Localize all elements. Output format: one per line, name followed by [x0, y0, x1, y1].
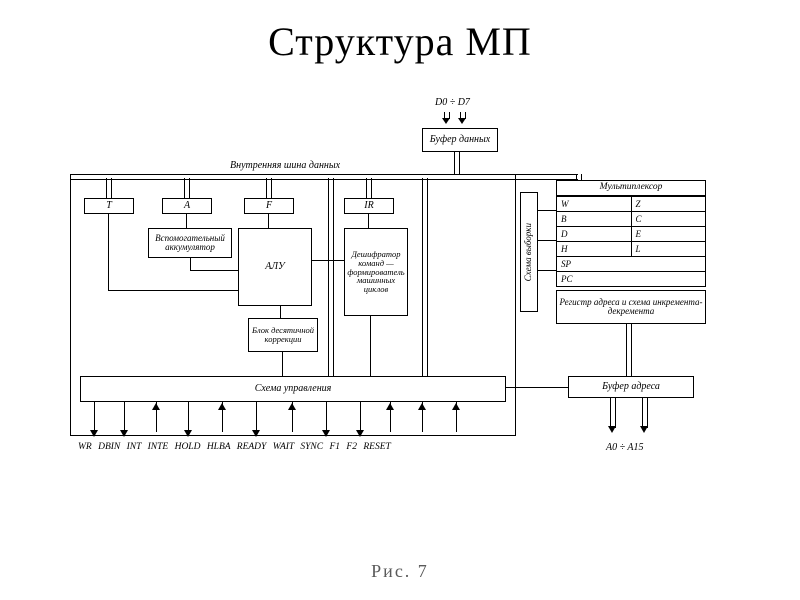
- register-cell: Z: [631, 197, 706, 211]
- sigA9: [356, 430, 364, 437]
- sigA12: [452, 403, 460, 410]
- register-row: HL: [557, 242, 705, 257]
- register-cell: D: [557, 227, 631, 241]
- A-to-aux: [186, 214, 187, 228]
- register-cell: H: [557, 242, 631, 256]
- sigA8: [322, 430, 330, 437]
- bcd-block: Блок десятичной коррекции: [248, 318, 318, 352]
- abuf-arrow-1: [608, 426, 616, 433]
- drop-T: [106, 178, 112, 198]
- sig2: [124, 402, 125, 432]
- aux-accumulator: Вспомогательный аккумулятор: [148, 228, 232, 258]
- figure-caption: Рис. 7: [0, 561, 800, 582]
- addr-buffer-block: Буфер адреса: [568, 376, 694, 398]
- F-to-ALU: [268, 214, 269, 228]
- register-row: PC: [557, 272, 705, 286]
- register-row: BC: [557, 212, 705, 227]
- addr-pins-label: A0 ÷ A15: [606, 442, 644, 453]
- drop-A: [184, 178, 190, 198]
- bcd-to-ctrl: [282, 352, 283, 376]
- bus-vert-2: [422, 178, 428, 376]
- page-title: Структура МП: [0, 0, 800, 65]
- register-row: SP: [557, 257, 705, 272]
- IR-to-dec: [368, 214, 369, 228]
- decoder-block: Дешифратор команд — формирователь машинн…: [344, 228, 408, 316]
- reg-A: A: [162, 198, 212, 214]
- addr-reg-block: Регистр адреса и схема инкремента-декрем…: [556, 290, 706, 324]
- T-to-ALU-h: [108, 290, 238, 291]
- abuf-arrow-2: [640, 426, 648, 433]
- data-arrow-2: [458, 112, 466, 124]
- data-pins-label: D0 ÷ D7: [435, 97, 470, 108]
- register-row: WZ: [557, 197, 705, 212]
- bus-to-mux: [576, 174, 582, 180]
- sigA4: [184, 430, 192, 437]
- mux-block: Мультиплексор: [556, 180, 706, 196]
- inner-bus-label: Внутренняя шина данных: [230, 160, 340, 171]
- sig4: [188, 402, 189, 432]
- register-cell: SP: [557, 257, 705, 271]
- register-cell: PC: [557, 272, 705, 286]
- sigA3: [152, 403, 160, 410]
- bus-vert-1: [328, 178, 334, 376]
- sigA6: [252, 430, 260, 437]
- sel-wire-1: [538, 210, 556, 211]
- sigA5: [218, 403, 226, 410]
- ctrl-to-addrbuf: [506, 387, 568, 388]
- sigA7: [288, 403, 296, 410]
- sig6: [256, 402, 257, 432]
- drop-IR: [366, 178, 372, 198]
- sig9: [360, 402, 361, 432]
- register-cell: E: [631, 227, 706, 241]
- register-file: WZBCDEHLSPPC: [556, 196, 706, 287]
- reg-T: T: [84, 198, 134, 214]
- aux-to-ALU-v: [190, 258, 191, 270]
- selection-label: Схема выборки: [524, 223, 533, 281]
- register-cell: B: [557, 212, 631, 226]
- register-cell: C: [631, 212, 706, 226]
- reg-F: F: [244, 198, 294, 214]
- sel-wire-3: [538, 270, 556, 271]
- control-block: Схема управления: [80, 376, 506, 402]
- sigA2: [120, 430, 128, 437]
- register-row: DE: [557, 227, 705, 242]
- diagram-canvas: D0 ÷ D7 Буфер данных Внутренняя шина дан…: [70, 110, 732, 530]
- sig1: [94, 402, 95, 432]
- reg-IR: IR: [344, 198, 394, 214]
- data-arrow-1: [442, 112, 450, 124]
- buffer-data: Буфер данных: [422, 128, 498, 152]
- sel-wire-2: [538, 240, 556, 241]
- sigA1: [90, 430, 98, 437]
- addr-to-buf: [626, 324, 632, 376]
- T-to-ALU-v: [108, 214, 109, 290]
- register-cell: W: [557, 197, 631, 211]
- inner-bus: [70, 174, 578, 180]
- dec-to-ctrl: [370, 316, 371, 376]
- register-cell: L: [631, 242, 706, 256]
- sigA11: [418, 403, 426, 410]
- aux-to-ALU-h: [190, 270, 238, 271]
- drop-F: [266, 178, 272, 198]
- ctrl-pins-label: WR DBIN INT INTE HOLD HLBA READY WAIT SY…: [78, 442, 391, 452]
- sig8: [326, 402, 327, 432]
- ALU-to-BCD: [280, 306, 281, 318]
- alu-block: АЛУ: [238, 228, 312, 306]
- bufdata-down: [454, 152, 460, 174]
- selection-block: Схема выборки: [520, 192, 538, 312]
- abuf-down-1: [610, 398, 616, 428]
- abuf-down-2: [642, 398, 648, 428]
- sigA10: [386, 403, 394, 410]
